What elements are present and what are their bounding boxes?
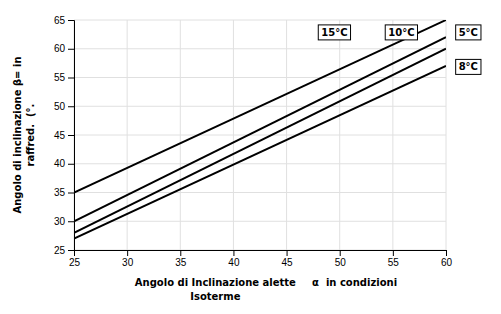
y-label-line: raffred. (°. [25, 104, 36, 167]
annotation: 15°C [318, 25, 350, 40]
x-label-line: Isoterme [190, 291, 240, 302]
tick: 55 [54, 72, 74, 83]
axis-line [75, 251, 447, 257]
tick-label: 50 [54, 101, 66, 112]
tick-label: 50 [335, 257, 347, 268]
tick-mark [287, 250, 288, 256]
plot: 25 30 35 40 45 50 55 60 25 30 35 40 45 50 55 60 65 5°C 10°… [54, 15, 481, 268]
tick-mark [68, 164, 74, 165]
tick-label: 60 [441, 257, 453, 268]
tick-mark [68, 221, 74, 222]
tick-mark [68, 135, 74, 136]
tick-mark [68, 20, 74, 21]
tick-mark [68, 49, 74, 50]
grid [74, 20, 446, 250]
tick-mark [446, 250, 447, 256]
tick: 60 [441, 250, 453, 268]
marks [74, 20, 446, 239]
tick: 25 [54, 245, 74, 256]
annotation-box [456, 25, 481, 40]
tick-label: 25 [69, 257, 81, 268]
tick-label: 40 [228, 257, 240, 268]
grid-line-y [74, 135, 446, 136]
annotation: 8°C [456, 59, 481, 74]
tick: 30 [122, 250, 134, 268]
x-axis: 25 30 35 40 45 50 55 60 [69, 250, 453, 268]
annotations: 5°C 10°C 15°C 8°C [318, 25, 481, 75]
tick: 50 [335, 250, 347, 268]
tick-label: 30 [122, 257, 134, 268]
tick: 45 [282, 250, 294, 268]
tick-label: 60 [54, 43, 66, 54]
line [74, 49, 446, 233]
tick: 55 [388, 250, 400, 268]
tick: 35 [175, 250, 187, 268]
tick: 65 [54, 15, 74, 26]
x-label-line: α in condizioni [312, 277, 397, 288]
annotation-box [456, 59, 481, 74]
chart: 25 30 35 40 45 50 55 60 25 30 35 40 45 50 55 60 65 5°C 10°… [0, 0, 501, 314]
tick-label: 30 [54, 216, 66, 227]
tick: 60 [54, 43, 74, 54]
tick-label: 45 [282, 257, 294, 268]
tick-label: 65 [54, 15, 66, 26]
annotation-text: 10°C [388, 27, 414, 38]
tick-mark [68, 250, 74, 251]
tick: 45 [54, 130, 74, 141]
tick-label: 55 [54, 72, 66, 83]
y-label-line: Angolo di inclinazione β= in [12, 57, 23, 214]
tick-label: 45 [54, 130, 66, 141]
x-label-line: Angolo di Inclinazione alette [135, 277, 296, 288]
annotation-text: 5°C [459, 27, 478, 38]
tick-mark [68, 78, 74, 79]
grid-line-y [74, 20, 446, 21]
tick-mark [340, 250, 341, 256]
tick: 35 [54, 187, 74, 198]
line [74, 37, 446, 221]
tick-label: 35 [54, 187, 66, 198]
tick-mark [393, 250, 394, 256]
grid-line-y [74, 48, 446, 49]
annotation-text: 15°C [321, 27, 347, 38]
tick-label: 40 [54, 158, 66, 169]
tick: 25 [69, 250, 81, 268]
x-label: Angolo di Inclinazione alette Isoterme α i… [135, 277, 397, 302]
annotation-text: 8°C [459, 61, 478, 72]
tick: 40 [228, 250, 240, 268]
tick: 30 [54, 216, 74, 227]
tick-mark [68, 106, 74, 107]
line [74, 66, 446, 239]
annotation: 10°C [385, 25, 417, 40]
grid-line-y [74, 163, 446, 164]
grid-line-y [74, 221, 446, 222]
annotation-box [385, 25, 417, 40]
tick: 50 [54, 101, 74, 112]
tick-label: 55 [388, 257, 400, 268]
tick-mark [233, 250, 234, 256]
annotation: 5°C [456, 25, 481, 40]
y-label: Angolo di inclinazione β= inraffred. (°. [12, 57, 36, 214]
tick-mark [68, 193, 74, 194]
line [74, 20, 446, 193]
y-axis: 25 30 35 40 45 50 55 60 65 [54, 15, 75, 256]
tick-label: 25 [54, 245, 66, 256]
tick: 40 [54, 158, 74, 169]
tick-label: 35 [175, 257, 187, 268]
axis-line [68, 21, 75, 251]
annotation-box [318, 25, 350, 40]
tick-mark [180, 250, 181, 256]
tick-mark [127, 250, 128, 256]
